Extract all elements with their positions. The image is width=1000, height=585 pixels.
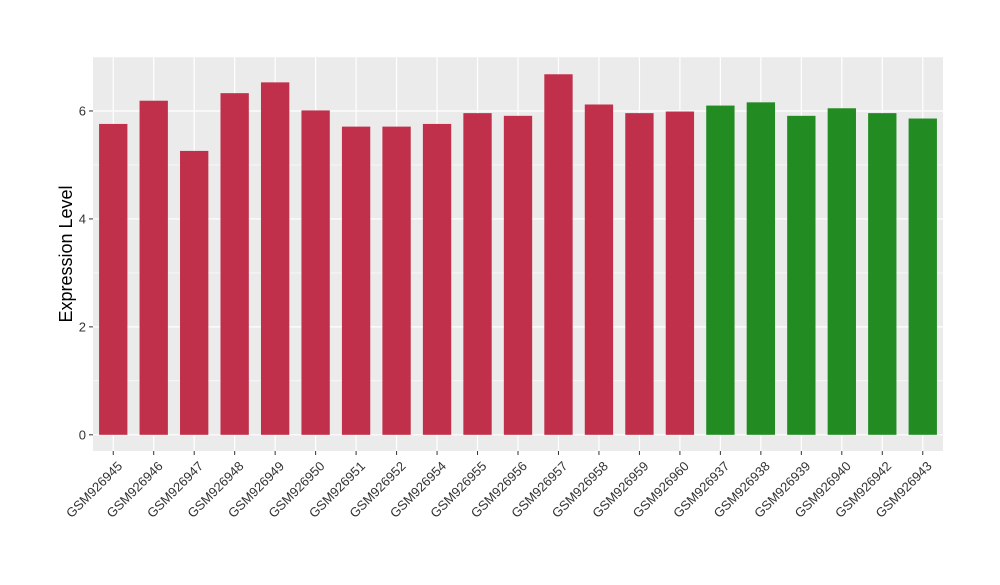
y-tick-label: 2 xyxy=(79,319,86,334)
bar xyxy=(463,113,492,435)
bar xyxy=(341,126,371,435)
bar xyxy=(544,74,573,435)
bar xyxy=(746,102,776,435)
y-tick-label: 0 xyxy=(79,427,86,442)
bar xyxy=(706,105,735,435)
bar xyxy=(625,113,654,435)
bar xyxy=(139,100,168,435)
bar xyxy=(827,108,856,435)
y-tick-label: 4 xyxy=(79,211,86,226)
bar xyxy=(665,111,695,435)
bar xyxy=(260,82,290,435)
bar xyxy=(99,123,128,435)
bar xyxy=(584,104,614,435)
y-tick-label: 6 xyxy=(79,103,86,118)
bar xyxy=(868,113,897,435)
bar xyxy=(301,110,330,435)
bar xyxy=(787,115,816,435)
bar xyxy=(503,115,533,435)
bar xyxy=(422,123,452,435)
bar xyxy=(908,118,937,435)
bars xyxy=(99,74,937,435)
bar xyxy=(382,126,411,435)
bar xyxy=(180,150,209,435)
bar xyxy=(220,93,249,435)
y-axis-title: Expression Level xyxy=(56,185,76,322)
